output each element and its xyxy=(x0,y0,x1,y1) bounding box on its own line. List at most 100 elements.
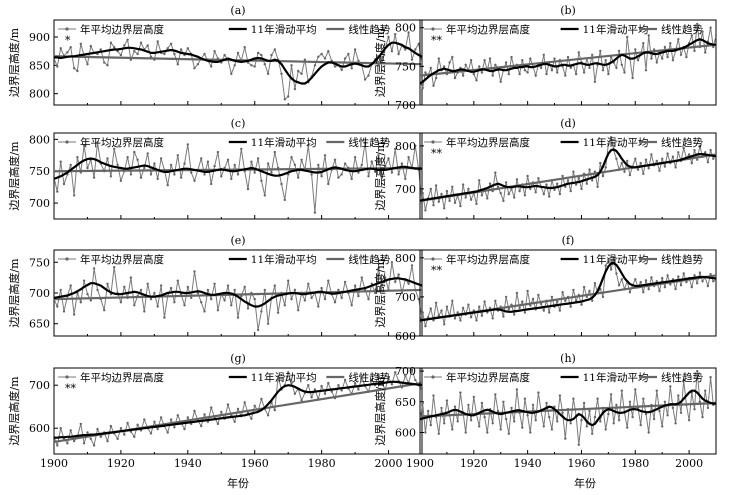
annual-point xyxy=(494,393,497,396)
annual-point xyxy=(96,141,99,144)
annual-point xyxy=(569,305,572,308)
x-tick-label: 1980 xyxy=(308,457,336,470)
annual-point xyxy=(599,161,602,165)
annual-point xyxy=(287,95,290,98)
annual-point xyxy=(550,69,554,72)
y-tick-label: 700 xyxy=(395,99,416,112)
annual-point xyxy=(414,144,417,147)
annual-point xyxy=(556,182,559,185)
annual-point xyxy=(488,306,492,310)
annual-point xyxy=(658,169,661,172)
annual-point xyxy=(669,283,672,286)
annual-point xyxy=(572,170,575,173)
annual-point xyxy=(370,378,373,382)
annual-point xyxy=(123,44,126,47)
annual-point xyxy=(273,408,276,412)
annual-point xyxy=(79,42,83,45)
annual-point xyxy=(553,188,556,191)
annual-point xyxy=(290,156,293,159)
annual-point xyxy=(323,57,327,60)
annual-point xyxy=(320,384,323,388)
annual-point xyxy=(109,175,113,178)
annual-point xyxy=(206,288,210,292)
annual-point xyxy=(343,378,347,382)
trend-line xyxy=(54,55,422,66)
annual-point xyxy=(685,55,688,59)
annual-point xyxy=(531,297,535,301)
annual-point xyxy=(387,376,390,379)
annual-point xyxy=(545,183,548,186)
y-axis-label: 边界层高度/m xyxy=(7,258,21,328)
annual-point xyxy=(253,65,256,68)
annual-point xyxy=(443,323,446,326)
annual-point xyxy=(499,80,502,84)
annual-point xyxy=(310,396,313,399)
trend-line xyxy=(54,288,422,301)
annual-point xyxy=(652,417,656,421)
annual-point xyxy=(233,288,236,292)
y-tick-label: 700 xyxy=(395,365,416,378)
annual-point xyxy=(507,308,510,311)
annual-point xyxy=(526,414,529,417)
annual-point xyxy=(704,151,707,154)
annual-point xyxy=(491,317,494,320)
annual-point xyxy=(263,288,266,292)
annual-point xyxy=(109,424,113,428)
annual-point xyxy=(226,284,230,287)
annual-point xyxy=(504,181,508,184)
annual-point xyxy=(437,57,440,60)
annual-point xyxy=(307,384,310,387)
annual-point xyxy=(250,64,253,67)
annual-point xyxy=(350,304,353,307)
annual-point xyxy=(420,388,422,391)
annual-point xyxy=(588,289,591,293)
legend-label: 年平均边界层高度 xyxy=(80,253,164,266)
annual-point xyxy=(226,403,230,406)
annual-point xyxy=(320,175,323,178)
annual-point xyxy=(709,273,712,276)
annual-point xyxy=(704,389,707,392)
annual-point xyxy=(59,288,62,292)
annual-point xyxy=(604,59,607,62)
annual-point xyxy=(469,316,473,319)
annual-point xyxy=(216,150,220,154)
annual-point xyxy=(119,301,123,304)
annual-point xyxy=(636,59,640,62)
annual-point xyxy=(176,62,179,66)
annual-point xyxy=(504,295,508,299)
annual-point xyxy=(693,149,696,152)
annual-point xyxy=(203,310,206,313)
annual-point xyxy=(253,171,256,174)
annual-point xyxy=(542,309,545,312)
annual-point xyxy=(103,309,106,312)
annual-point xyxy=(173,426,176,429)
annual-point xyxy=(163,316,166,319)
annual-point xyxy=(464,63,467,66)
legend-moving-average: 11年滑动平均 xyxy=(560,23,648,36)
annual-point xyxy=(523,311,527,314)
annual-point xyxy=(518,72,521,76)
annual-point xyxy=(612,422,615,425)
annual-point xyxy=(698,144,702,148)
annual-point xyxy=(230,72,233,76)
annual-point xyxy=(303,299,307,302)
legend-marker xyxy=(431,375,435,379)
annual-point xyxy=(370,160,373,163)
annual-point xyxy=(480,194,484,197)
annual-point xyxy=(186,47,189,50)
annual-point xyxy=(451,299,454,302)
annual-point xyxy=(113,266,116,269)
annual-point xyxy=(453,76,457,80)
annual-point xyxy=(310,296,313,300)
legend-moving-average: 11年滑动平均 xyxy=(228,253,317,266)
annual-point xyxy=(59,160,62,163)
annual-point xyxy=(169,418,173,421)
annual-point xyxy=(236,407,240,411)
annual-point xyxy=(179,176,183,179)
y-tick-label: 750 xyxy=(29,256,50,269)
legend-trend: 线性趋势 xyxy=(326,136,391,149)
annual-point xyxy=(230,304,233,307)
moving-average-line xyxy=(420,389,716,427)
annual-point xyxy=(126,38,129,41)
annual-point xyxy=(706,284,710,288)
